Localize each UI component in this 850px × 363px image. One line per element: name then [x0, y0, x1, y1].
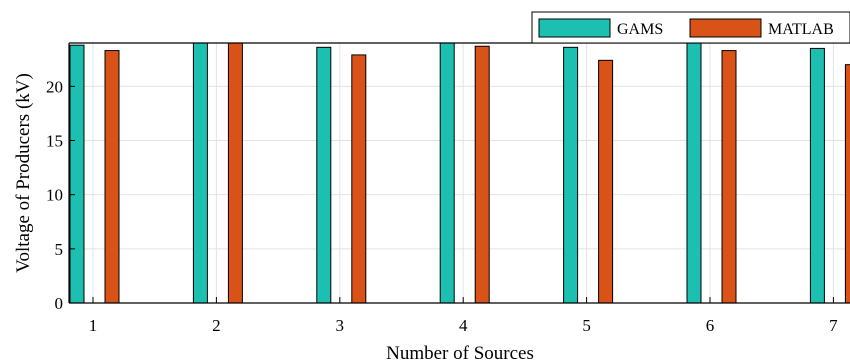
x-tick-label: 2 — [212, 316, 221, 335]
x-tick-label: 5 — [582, 316, 591, 335]
x-tick-label: 7 — [829, 316, 838, 335]
bar-matlab-7 — [844, 64, 850, 304]
bar-gams-3 — [316, 46, 332, 304]
x-tick-label: 4 — [459, 316, 468, 335]
bars — [69, 42, 850, 304]
legend: GAMS MATLAB — [531, 11, 850, 44]
x-axis-label: Number of Sources — [386, 343, 534, 363]
y-tick-label: 20 — [46, 77, 63, 96]
bar-gams-6 — [686, 42, 702, 304]
y-tick-label: 0 — [55, 294, 64, 313]
bar-gams-2 — [192, 42, 208, 304]
legend-label-matlab: MATLAB — [768, 21, 834, 38]
bar-gams-7 — [809, 47, 825, 304]
ticks: 0 5 10 15 20 1 2 3 4 5 6 7 — [46, 77, 838, 335]
y-axis-label: Voltage of Producers (kV) — [13, 73, 34, 273]
legend-label-gams: GAMS — [617, 21, 663, 38]
bar-matlab-6 — [721, 50, 737, 304]
bar-gams-1 — [69, 44, 85, 304]
legend-swatch-matlab — [689, 18, 762, 38]
bar-gams-4 — [439, 42, 455, 304]
y-tick-label: 15 — [46, 132, 63, 151]
x-tick-label: 1 — [89, 316, 98, 335]
bar-matlab-1 — [104, 50, 120, 304]
y-tick-label: 10 — [46, 186, 63, 205]
x-tick-label: 6 — [706, 316, 715, 335]
bar-matlab-3 — [351, 54, 367, 304]
bar-matlab-4 — [474, 45, 490, 304]
legend-swatch-gams — [538, 18, 611, 38]
bar-matlab-5 — [598, 59, 614, 304]
bar-gams-5 — [563, 46, 579, 304]
y-tick-label: 5 — [55, 240, 64, 259]
x-tick-label: 3 — [336, 316, 345, 335]
bar-matlab-2 — [227, 42, 243, 304]
